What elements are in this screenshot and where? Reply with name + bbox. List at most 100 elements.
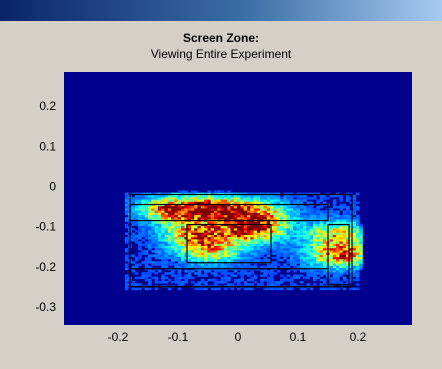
heat-cell — [190, 234, 195, 238]
heat-cell — [230, 243, 235, 246]
heat-cell — [266, 243, 271, 246]
heat-cell — [207, 239, 211, 242]
heat-cell — [161, 212, 165, 216]
heat-cell — [134, 208, 139, 211]
heat-cell — [187, 210, 192, 213]
heat-cell — [174, 234, 178, 238]
heat-cell — [247, 274, 251, 277]
heat-cell — [204, 234, 208, 238]
heat-cell — [293, 258, 297, 262]
heat-cell — [220, 230, 225, 233]
heat-cell — [237, 272, 241, 275]
heat-cell — [296, 241, 301, 244]
heat-cell — [296, 210, 301, 213]
heat-cell — [184, 216, 188, 220]
heat-cell — [243, 263, 248, 266]
heat-cell — [184, 274, 188, 277]
heat-cell — [280, 236, 284, 240]
heat-cell — [197, 263, 202, 266]
heat-cell — [359, 241, 363, 244]
heat-cell — [273, 212, 277, 216]
heat-cell — [256, 250, 261, 253]
heat-cell — [313, 214, 317, 218]
heat-cell — [319, 223, 324, 227]
heat-cell — [247, 258, 251, 262]
heat-cell — [197, 212, 202, 216]
heat-cell — [220, 236, 225, 240]
heat-cell — [207, 190, 211, 193]
heat-cell — [157, 245, 162, 249]
heat-cell — [184, 278, 188, 282]
heat-cell — [223, 225, 228, 229]
heat-cell — [293, 230, 297, 233]
heat-cell — [184, 265, 188, 269]
heat-cell — [223, 241, 228, 244]
heat-cell — [181, 245, 185, 249]
heat-cell — [214, 234, 218, 238]
heat-cell — [303, 228, 307, 231]
heat-cell — [171, 197, 175, 200]
heat-cell — [154, 245, 159, 249]
heat-cell — [332, 247, 337, 251]
heat-cell — [174, 258, 178, 262]
heat-cell — [260, 236, 264, 240]
heat-cell — [276, 212, 281, 216]
heat-cell — [256, 208, 261, 211]
heat-cell — [167, 254, 172, 258]
heat-cell — [148, 225, 152, 229]
heat-cell — [289, 225, 294, 229]
heat-cell — [240, 239, 244, 242]
heat-cell — [161, 256, 165, 260]
heat-cell — [263, 234, 268, 238]
heat-cell — [352, 250, 357, 253]
heat-cell — [154, 243, 159, 246]
heat-cell — [243, 205, 248, 209]
heat-cell — [151, 261, 155, 264]
heat-cell — [336, 210, 340, 213]
heat-cell — [346, 269, 350, 273]
heat-cell — [319, 214, 324, 218]
heat-cell — [260, 254, 264, 258]
heat-cell — [313, 208, 317, 211]
heat-cell — [355, 263, 360, 266]
heat-cell — [283, 194, 287, 198]
heat-cell — [204, 194, 208, 198]
heat-cell — [329, 241, 334, 244]
heat-cell — [167, 241, 172, 244]
heat-cell — [359, 263, 363, 266]
heat-cell — [171, 216, 175, 220]
heat-cell — [283, 201, 287, 205]
heat-cell — [214, 205, 218, 209]
heat-cell — [266, 247, 271, 251]
heat-cell — [154, 239, 159, 242]
heat-cell — [190, 190, 195, 193]
heat-cell — [342, 203, 347, 207]
heat-cell — [306, 241, 310, 244]
heat-cell — [233, 214, 238, 218]
heat-cell — [124, 201, 129, 205]
heat-cell — [161, 247, 165, 251]
heat-cell — [283, 228, 287, 231]
heat-cell — [167, 216, 172, 220]
heat-cell — [134, 272, 139, 275]
heat-cell — [157, 194, 162, 198]
heat-cell — [293, 252, 297, 255]
heat-cell — [194, 214, 198, 218]
heat-cell — [161, 276, 165, 280]
heat-cell — [171, 223, 175, 227]
heat-cell — [161, 239, 165, 242]
heat-cell — [280, 223, 284, 227]
heat-cell — [200, 239, 205, 242]
heat-cell — [230, 258, 235, 262]
heat-cell — [187, 263, 192, 266]
heat-cell — [220, 214, 225, 218]
heat-cell — [174, 281, 178, 284]
heat-cell — [263, 230, 268, 233]
heat-cell — [197, 234, 202, 238]
heat-cell — [247, 272, 251, 275]
heat-cell — [247, 194, 251, 198]
heat-cell — [319, 241, 324, 244]
heat-cell — [207, 205, 211, 209]
heat-cell — [332, 272, 337, 275]
heat-cell — [329, 230, 334, 233]
